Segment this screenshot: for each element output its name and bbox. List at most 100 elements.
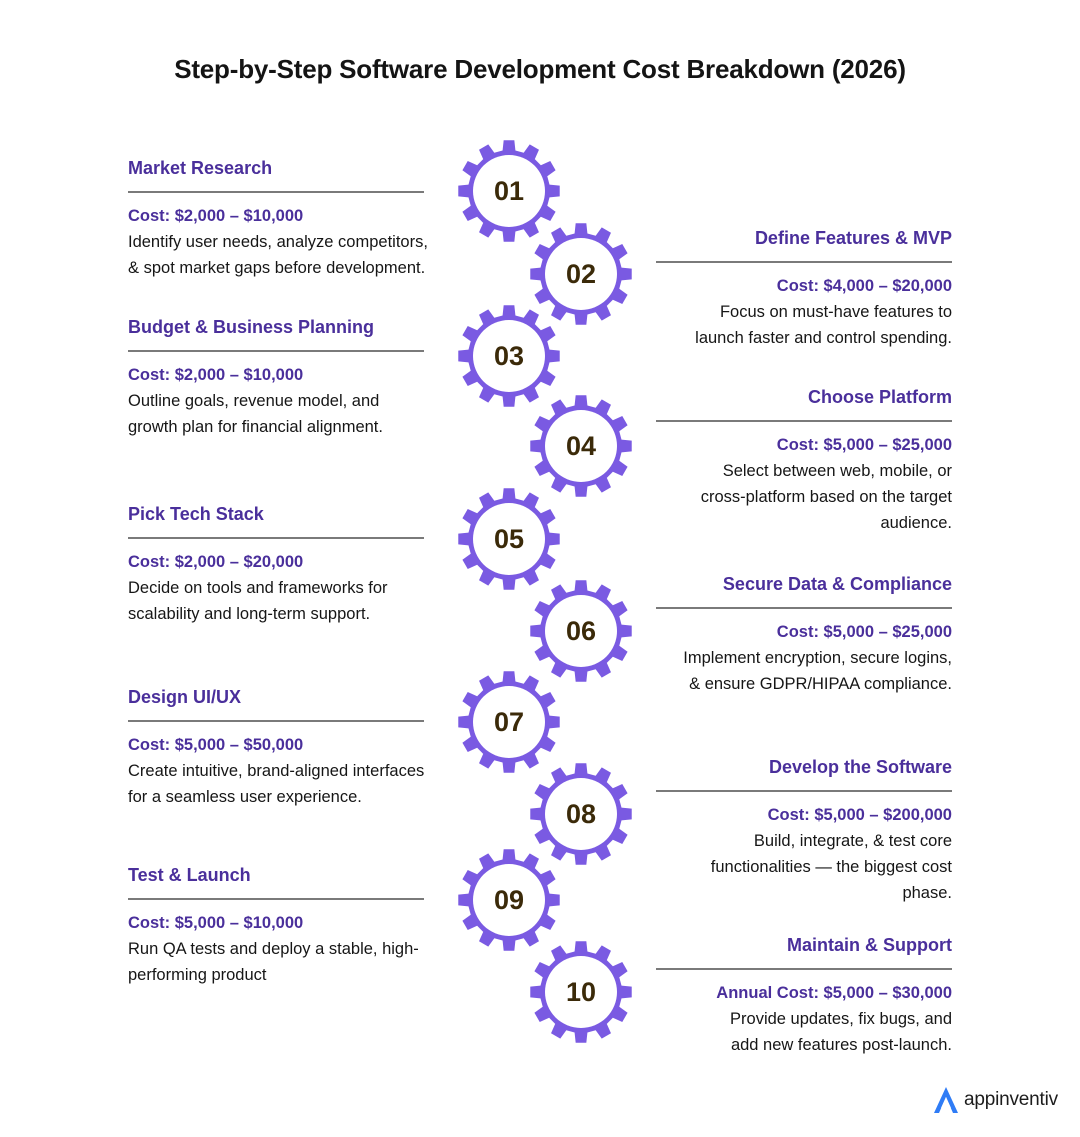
gear-06: 06: [529, 579, 633, 683]
step-cost: Cost: $2,000 – $20,000: [128, 552, 304, 571]
step-cost: Cost: $2,000 – $10,000: [128, 365, 304, 384]
step-09: Test & Launch Cost: $5,000 – $10,000 Run Q…: [128, 864, 456, 988]
step-description-line: Decide on tools and frameworks for: [128, 578, 388, 597]
step-divider: [128, 898, 424, 900]
step-description-line: Focus on must-have features to: [719, 302, 952, 321]
gear-icon: [530, 223, 632, 325]
gear-icon: [458, 849, 560, 951]
step-description-line: Run QA tests and deploy a stable, high-: [128, 939, 419, 958]
step-number: 10: [565, 977, 597, 1007]
step-title: Market Research: [128, 158, 273, 178]
step-cost: Cost: $5,000 – $25,000: [776, 622, 952, 641]
gear-05: 05: [457, 487, 561, 591]
step-number: 01: [493, 176, 525, 206]
step-02: Define Features & MVP Cost: $4,000 – $20,…: [624, 227, 952, 351]
step-03: Budget & Business Planning Cost: $2,000 –…: [128, 316, 456, 440]
step-description-line: performing product: [128, 965, 267, 984]
appinventiv-logo-icon: [934, 1087, 958, 1113]
step-description-line: Implement encryption, secure logins,: [683, 648, 952, 667]
step-title: Budget & Business Planning: [128, 317, 375, 337]
gear-10: 10: [529, 940, 633, 1044]
gear-icon: [458, 488, 560, 590]
step-title: Define Features & MVP: [754, 228, 952, 248]
step-divider: [128, 720, 424, 722]
step-description-line: Build, integrate, & test core: [753, 831, 952, 850]
step-10: Maintain & Support Annual Cost: $5,000 – …: [624, 934, 952, 1058]
step-cost: Cost: $5,000 – $200,000: [767, 805, 952, 824]
step-title: Pick Tech Stack: [128, 504, 264, 524]
step-description-line: Outline goals, revenue model, and: [128, 391, 380, 410]
step-description: Build, integrate, & test core functionali…: [624, 828, 952, 906]
gear-08: 08: [529, 762, 633, 866]
step-description-line: scalability and long-term support.: [128, 604, 371, 623]
step-description-line: Identify user needs, analyze competitors…: [128, 232, 428, 251]
step-04: Choose Platform Cost: $5,000 – $25,000 Sel…: [624, 386, 952, 536]
step-divider: [656, 420, 952, 422]
gear-icon: [530, 763, 632, 865]
page-title: Step-by-Step Software Development Cost B…: [174, 54, 906, 84]
step-number: 09: [493, 885, 525, 915]
gear-09: 09: [457, 848, 561, 952]
step-title: Test & Launch: [128, 865, 251, 885]
step-cost: Cost: $5,000 – $25,000: [776, 435, 952, 454]
step-number: 03: [493, 341, 525, 371]
step-description-line: & ensure GDPR/HIPAA compliance.: [689, 674, 952, 693]
step-divider: [656, 790, 952, 792]
step-description: Run QA tests and deploy a stable, high-p…: [128, 936, 456, 988]
step-description: Create intuitive, brand-aligned interfac…: [128, 758, 456, 810]
step-01: Market Research Cost: $2,000 – $10,000 Ide…: [128, 157, 456, 281]
step-divider: [656, 261, 952, 263]
step-number: 02: [565, 259, 597, 289]
step-05: Pick Tech Stack Cost: $2,000 – $20,000 Dec…: [128, 503, 456, 627]
step-description-line: phase.: [902, 883, 952, 902]
step-description: Select between web, mobile, or cross-plat…: [624, 458, 952, 536]
step-description-line: launch faster and control spending.: [695, 328, 952, 347]
step-cost: Cost: $2,000 – $10,000: [128, 206, 304, 225]
gear-icon: [458, 305, 560, 407]
gear-icon: [458, 671, 560, 773]
step-08: Develop the Software Cost: $5,000 – $200,…: [624, 756, 952, 906]
step-description-line: audience.: [880, 513, 952, 532]
step-cost: Cost: $5,000 – $10,000: [128, 913, 304, 932]
step-title: Secure Data & Compliance: [722, 574, 952, 594]
step-divider: [128, 191, 424, 193]
step-06: Secure Data & Compliance Cost: $5,000 – $…: [624, 573, 952, 697]
step-title: Develop the Software: [768, 757, 952, 777]
gear-03: 03: [457, 304, 561, 408]
step-divider: [128, 537, 424, 539]
step-number: 06: [565, 616, 597, 646]
step-cost: Annual Cost: $5,000 – $30,000: [716, 983, 952, 1002]
step-description-line: & spot market gaps before development.: [128, 258, 426, 277]
step-number: 05: [493, 524, 525, 554]
step-description-line: growth plan for financial alignment.: [128, 417, 383, 436]
gear-02: 02: [529, 222, 633, 326]
step-description: Decide on tools and frameworks for scalab…: [128, 575, 456, 627]
step-description: Focus on must-have features to launch fas…: [624, 299, 952, 351]
step-description-line: Provide updates, fix bugs, and: [730, 1009, 952, 1028]
step-number: 04: [565, 431, 597, 461]
step-divider: [128, 350, 424, 352]
step-title: Maintain & Support: [787, 935, 952, 955]
gear-04: 04: [529, 394, 633, 498]
step-description: Provide updates, fix bugs, and add new fe…: [624, 1006, 952, 1058]
step-description-line: functionalities — the biggest cost: [710, 857, 952, 876]
gear-07: 07: [457, 670, 561, 774]
step-title: Design UI/UX: [128, 687, 242, 707]
gear-icon: [530, 395, 632, 497]
step-cost: Cost: $5,000 – $50,000: [128, 735, 304, 754]
step-description-line: Create intuitive, brand-aligned interfac…: [128, 761, 425, 780]
gear-icon: [530, 580, 632, 682]
step-description-line: for a seamless user experience.: [128, 787, 362, 806]
step-07: Design UI/UX Cost: $5,000 – $50,000 Create…: [128, 686, 456, 810]
step-number: 08: [565, 799, 597, 829]
step-description-line: Select between web, mobile, or: [722, 461, 952, 480]
logo-text: appinventiv: [964, 1089, 1058, 1110]
step-description: Outline goals, revenue model, and growth …: [128, 388, 456, 440]
step-description-line: add new features post-launch.: [730, 1035, 952, 1054]
step-number: 07: [493, 707, 525, 737]
brand-logo: appinventiv: [932, 1085, 1058, 1115]
step-description: Implement encryption, secure logins, & en…: [624, 645, 952, 697]
step-divider: [656, 607, 952, 609]
step-title: Choose Platform: [807, 387, 952, 407]
step-cost: Cost: $4,000 – $20,000: [776, 276, 952, 295]
